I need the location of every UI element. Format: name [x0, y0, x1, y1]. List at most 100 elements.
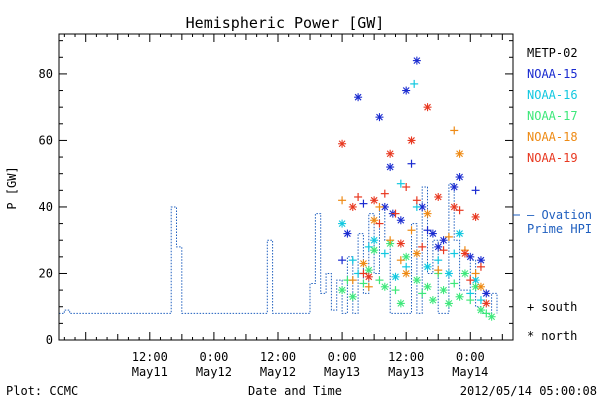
marker-stroke: [477, 306, 485, 314]
x-tick-label-date: May13: [324, 365, 360, 379]
ovation-line: [59, 183, 498, 314]
marker-stroke: [472, 283, 480, 291]
marker-legend: + south * north: [527, 300, 577, 343]
south-marker: [476, 262, 485, 271]
marker-stroke: [392, 273, 399, 281]
marker-stroke: [461, 250, 469, 257]
marker-stroke: [424, 263, 431, 271]
south-marker: [338, 196, 347, 205]
north-marker: [444, 299, 453, 308]
legend-entry: NOAA-15: [527, 67, 578, 81]
north-marker: [450, 202, 459, 211]
x-tick-label-time: 12:00: [388, 350, 424, 364]
north-marker: [396, 216, 405, 225]
north-marker: [348, 202, 357, 211]
marker-stroke: [445, 270, 453, 277]
y-axis-label: P [GW]: [5, 166, 19, 209]
x-tick-label-time: 0:00: [199, 350, 228, 364]
marker-stroke: [472, 276, 480, 284]
marker-stroke: [344, 230, 351, 237]
south-marker: [359, 269, 368, 278]
south-marker: [391, 286, 400, 295]
marker-stroke: [370, 196, 378, 204]
south-marker: [434, 266, 443, 275]
north-marker: [386, 149, 395, 158]
north-marker: [370, 196, 379, 205]
marker-stroke: [450, 203, 458, 211]
south-marker: [375, 219, 384, 228]
south-marker: [418, 242, 427, 251]
north-marker: [428, 229, 437, 238]
plot-frame: [58, 33, 514, 341]
marker-stroke: [370, 246, 378, 254]
marker-stroke: [477, 283, 485, 291]
north-marker: [476, 306, 485, 315]
footer-right: 2012/05/14 05:00:08: [460, 384, 597, 398]
legend-entry: NOAA-18: [527, 130, 578, 144]
marker-stroke: [402, 270, 410, 277]
south-marker: [450, 126, 459, 135]
marker-stroke: [381, 283, 389, 291]
south-marker: [396, 256, 405, 265]
south-marker: [338, 256, 347, 265]
marker-stroke: [386, 163, 394, 171]
south-marker: [423, 226, 432, 235]
north-marker: [455, 229, 464, 238]
north-marker: [482, 289, 491, 298]
north-marker: [476, 282, 485, 291]
ovation-label-line1: — Ovation: [527, 208, 592, 222]
north-marker: [364, 272, 373, 281]
north-marker: [412, 276, 421, 285]
south-marker: [439, 246, 448, 255]
north-marker: [338, 286, 347, 295]
south-marker: [375, 276, 384, 285]
marker-stroke: [349, 203, 357, 211]
y-tick-label: 60: [39, 133, 53, 147]
x-tick-label-date: May11: [132, 365, 168, 379]
north-marker: [391, 272, 400, 281]
chart-title: Hemispheric Power [GW]: [186, 14, 385, 32]
south-marker: [466, 276, 475, 285]
y-tick-label: 20: [39, 266, 53, 280]
north-marker: [386, 163, 395, 172]
north-marker: [407, 136, 416, 145]
marker-stroke: [424, 210, 431, 217]
marker-stroke: [482, 290, 490, 297]
north-marker: [396, 239, 405, 248]
north-marker: [402, 269, 411, 278]
marker-stroke: [413, 57, 421, 64]
footer-center: Date and Time: [248, 384, 342, 398]
south-marker: [375, 202, 384, 211]
south-marker: [418, 289, 427, 298]
y-tick-label: 80: [39, 67, 53, 81]
south-marker: [450, 249, 459, 258]
north-marker: [348, 292, 357, 301]
south-marker: [434, 256, 443, 265]
north-marker: [402, 86, 411, 95]
marker-legend-entry: * north: [527, 329, 577, 343]
north-marker: [476, 256, 485, 265]
north-marker: [338, 219, 347, 228]
marker-legend-label: south: [541, 300, 577, 314]
x-tick-label-time: 0:00: [456, 350, 485, 364]
x-tick-label-date: May14: [452, 365, 488, 379]
marker-stroke: [456, 230, 463, 237]
marker-stroke: [418, 203, 426, 211]
marker-stroke: [413, 250, 421, 257]
marker-stroke: [360, 260, 367, 267]
legend-entry: NOAA-16: [527, 88, 578, 102]
marker-stroke: [402, 87, 410, 94]
north-marker: [423, 282, 432, 291]
marker-stroke: [397, 240, 405, 247]
north-marker: [482, 299, 491, 308]
south-marker: [364, 242, 373, 251]
ovation-label-line2: Prime HPI: [527, 222, 592, 236]
south-marker: [407, 226, 416, 235]
north-marker: [455, 173, 464, 182]
x-axis: 12:00May110:00May1212:00May120:00May1312…: [63, 34, 514, 379]
marker-stroke: [445, 300, 453, 307]
north-marker: [370, 246, 379, 255]
north-marker: [444, 269, 453, 278]
marker-stroke: [456, 293, 463, 301]
